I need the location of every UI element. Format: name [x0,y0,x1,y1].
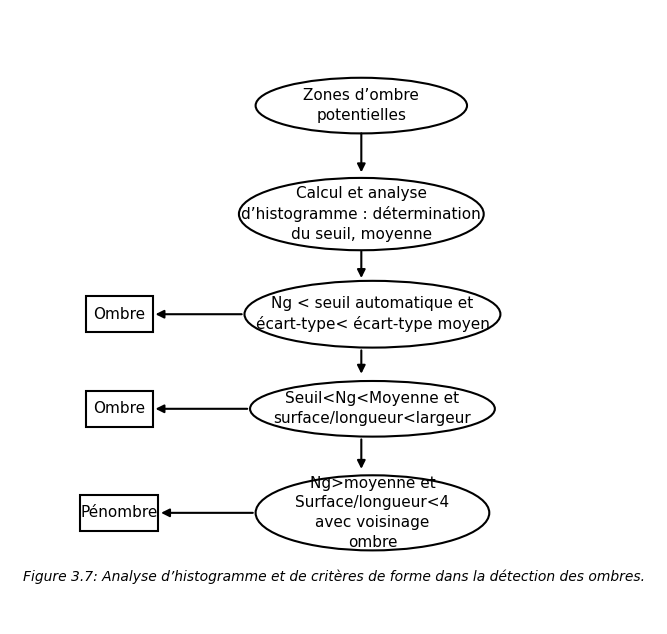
Text: Calcul et analyse
d’histogramme : détermination
du seuil, moyenne: Calcul et analyse d’histogramme : déterm… [241,186,481,242]
Ellipse shape [250,381,495,437]
Ellipse shape [255,78,467,133]
Text: Seuil<Ng<Moyenne et
surface/longueur<largeur: Seuil<Ng<Moyenne et surface/longueur<lar… [273,391,472,426]
FancyBboxPatch shape [80,495,158,531]
Text: Ombre: Ombre [93,401,145,417]
Text: Ng>moyenne et
Surface/longueur<4
avec voisinage
ombre: Ng>moyenne et Surface/longueur<4 avec vo… [295,476,450,550]
Text: Zones d’ombre
potentielles: Zones d’ombre potentielles [303,88,420,123]
Ellipse shape [245,281,500,347]
Text: Ng < seuil automatique et
écart-type< écart-type moyen: Ng < seuil automatique et écart-type< éc… [255,296,490,332]
Text: Pénombre: Pénombre [81,505,158,521]
Ellipse shape [255,476,490,550]
Text: Figure 3.7: Analyse d’histogramme et de critères de forme dans la détection des : Figure 3.7: Analyse d’histogramme et de … [23,569,644,584]
Ellipse shape [239,178,484,250]
Text: Ombre: Ombre [93,307,145,321]
FancyBboxPatch shape [86,391,153,427]
FancyBboxPatch shape [86,296,153,332]
